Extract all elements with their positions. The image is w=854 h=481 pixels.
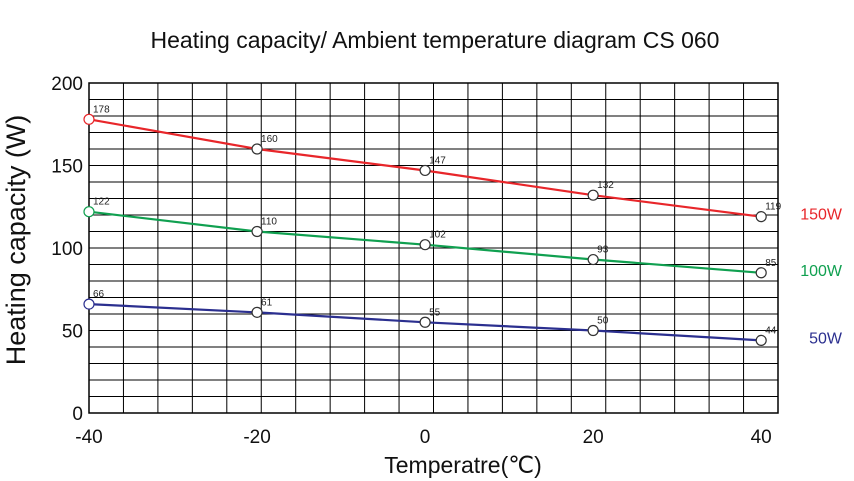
- series-label: 150W: [800, 207, 843, 224]
- data-label: 55: [429, 307, 441, 318]
- x-axis-label: Temperatre(℃): [384, 452, 541, 478]
- series-150W: 178 160 147 132 119 150W: [83, 104, 843, 224]
- plot-frame: [88, 82, 779, 414]
- series-100W: 122 110 102 93 85 100W: [83, 197, 843, 280]
- y-tick-label: 200: [51, 74, 83, 95]
- data-point: [587, 324, 599, 337]
- data-point: [83, 113, 95, 125]
- series-label: 50W: [809, 330, 843, 347]
- series-group: 178 160 147 132 119 150W 122 110 102 93 85 100W 66 61…: [83, 104, 843, 347]
- data-point: [251, 306, 263, 318]
- data-point: [83, 298, 95, 310]
- data-label: 66: [93, 289, 105, 300]
- y-tick-label: 50: [62, 322, 83, 343]
- data-point: [755, 334, 767, 346]
- x-tick-label: -20: [243, 427, 270, 448]
- y-tick-label: 150: [51, 157, 83, 178]
- y-tick-label: 0: [72, 404, 83, 425]
- data-point: [755, 267, 767, 279]
- series-label: 100W: [800, 263, 843, 280]
- data-label: 119: [765, 202, 781, 213]
- data-point: [83, 206, 95, 218]
- data-label: 178: [93, 104, 110, 115]
- data-label: 102: [429, 230, 446, 241]
- y-tick-label: 100: [51, 239, 83, 260]
- series-50W: 66 61 55 50 44 50W: [83, 289, 843, 347]
- data-point: [251, 225, 263, 238]
- data-label: 110: [261, 217, 277, 228]
- data-label: 93: [597, 245, 609, 256]
- data-label: 85: [765, 258, 777, 269]
- data-label: 44: [765, 325, 777, 336]
- x-tick-label: -40: [75, 427, 102, 448]
- x-tick-label: 40: [751, 427, 772, 448]
- data-label: 147: [429, 155, 446, 166]
- x-tick-label: 0: [420, 427, 431, 448]
- data-point: [587, 253, 599, 266]
- axis-ticks: -40 -20 0 20 40 0 50 100 150 200: [51, 74, 771, 448]
- y-axis-label: Heating capacity (W): [1, 115, 31, 366]
- data-point: [419, 316, 431, 328]
- chart-title: Heating capacity/ Ambient temperature di…: [151, 27, 720, 53]
- data-label: 132: [597, 180, 614, 191]
- data-label: 160: [261, 134, 278, 145]
- data-point: [419, 239, 431, 251]
- data-point: [251, 143, 263, 155]
- grid: [88, 82, 779, 414]
- data-label: 122: [93, 197, 110, 208]
- data-label: 61: [261, 297, 273, 308]
- x-tick-label: 20: [583, 427, 604, 448]
- data-label: 50: [597, 316, 609, 327]
- data-point: [419, 164, 431, 177]
- data-point: [587, 189, 599, 201]
- data-point: [755, 211, 767, 223]
